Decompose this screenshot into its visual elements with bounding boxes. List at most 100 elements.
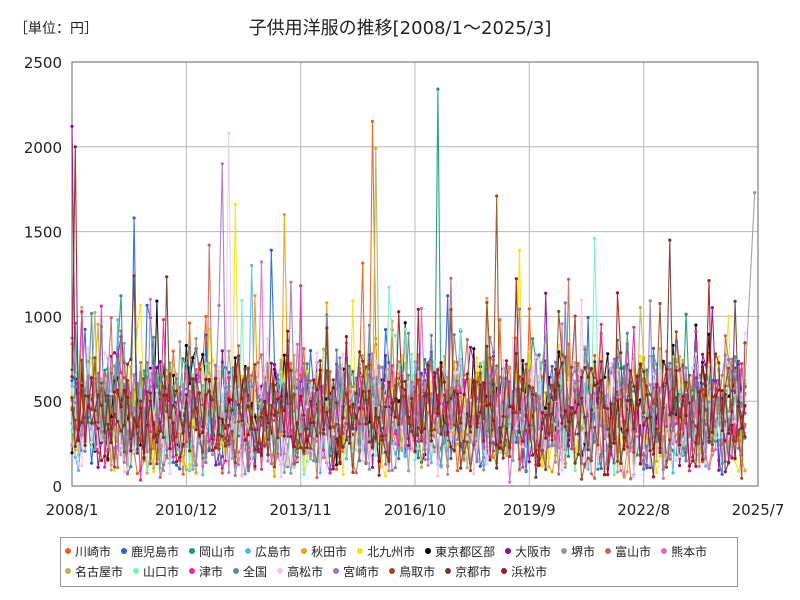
data-point <box>655 427 659 431</box>
data-point <box>704 464 708 468</box>
data-point <box>344 335 348 339</box>
data-point <box>433 371 437 375</box>
data-point <box>73 385 77 389</box>
data-point <box>256 417 260 422</box>
data-point <box>109 367 113 371</box>
data-point <box>119 329 123 333</box>
data-point <box>370 392 375 397</box>
data-point <box>723 334 727 338</box>
data-point <box>710 358 714 362</box>
data-point <box>93 398 97 402</box>
data-point <box>449 276 453 280</box>
data-point <box>152 335 156 339</box>
data-point <box>276 455 280 459</box>
data-point <box>299 388 303 392</box>
legend-swatch <box>233 568 240 574</box>
data-point <box>495 194 499 198</box>
data-point <box>684 459 688 463</box>
data-point <box>335 422 339 426</box>
data-point <box>80 305 84 309</box>
data-point <box>305 427 309 431</box>
data-point <box>678 464 682 468</box>
data-point <box>223 444 228 448</box>
data-point <box>139 406 143 410</box>
data-point <box>263 383 267 387</box>
data-point <box>589 472 594 476</box>
data-point <box>413 449 417 453</box>
data-point <box>694 329 698 333</box>
data-point <box>357 350 362 354</box>
data-point <box>586 431 590 435</box>
data-point <box>642 467 646 471</box>
data-point <box>253 428 257 432</box>
data-point <box>165 389 169 393</box>
data-point <box>357 450 362 454</box>
legend-swatch <box>245 548 252 554</box>
data-point <box>674 440 678 444</box>
data-point <box>521 439 525 443</box>
data-point <box>103 429 107 433</box>
data-point <box>243 364 247 369</box>
data-point <box>720 461 724 466</box>
data-point <box>727 460 731 464</box>
data-point <box>99 459 103 463</box>
data-point <box>717 436 721 440</box>
data-point <box>145 450 149 454</box>
data-point <box>374 406 378 410</box>
data-point <box>220 471 224 475</box>
data-point <box>243 438 247 442</box>
legend-swatch <box>501 568 508 574</box>
data-point <box>684 380 688 384</box>
data-point <box>501 376 505 380</box>
data-point <box>635 374 639 378</box>
data-point <box>237 344 241 348</box>
data-point <box>116 352 120 357</box>
tick-labels: 0 500 1000 1500 2000 2500 2008/1 2010/12 2013/11… <box>24 54 785 519</box>
data-point <box>668 438 672 442</box>
data-point <box>201 403 205 407</box>
data-point <box>142 459 146 463</box>
data-point <box>286 463 290 467</box>
data-point <box>563 390 567 394</box>
legend-item: 大阪市 <box>505 541 551 561</box>
data-point <box>253 467 257 471</box>
data-point <box>642 411 646 415</box>
data-point <box>139 439 143 443</box>
data-point <box>223 402 228 406</box>
data-point <box>233 373 237 377</box>
data-point <box>279 433 283 438</box>
data-point <box>671 411 675 416</box>
data-point <box>233 202 237 207</box>
data-point <box>514 352 518 356</box>
data-point <box>357 442 362 446</box>
data-point <box>406 380 411 384</box>
data-point <box>119 371 123 375</box>
data-point <box>612 441 616 445</box>
data-point <box>452 448 456 452</box>
data-point <box>609 402 613 406</box>
data-point <box>707 467 711 471</box>
data-point <box>694 464 698 468</box>
data-point <box>589 367 594 371</box>
data-point <box>455 371 460 375</box>
data-point <box>269 248 273 252</box>
data-point <box>357 406 362 410</box>
data-point <box>305 446 309 450</box>
data-point <box>586 362 590 366</box>
data-point <box>393 431 397 436</box>
data-point <box>540 464 545 468</box>
data-point <box>70 451 74 455</box>
data-point <box>96 445 100 449</box>
data-point <box>465 372 469 376</box>
data-point <box>129 357 133 362</box>
data-point <box>351 299 355 303</box>
data-point <box>713 425 718 429</box>
series-group <box>70 87 757 484</box>
data-point <box>593 440 597 444</box>
data-point <box>158 429 162 433</box>
data-point <box>139 478 143 482</box>
data-point <box>240 299 244 303</box>
data-point <box>155 416 159 421</box>
data-point <box>181 462 185 466</box>
data-point <box>700 458 705 462</box>
